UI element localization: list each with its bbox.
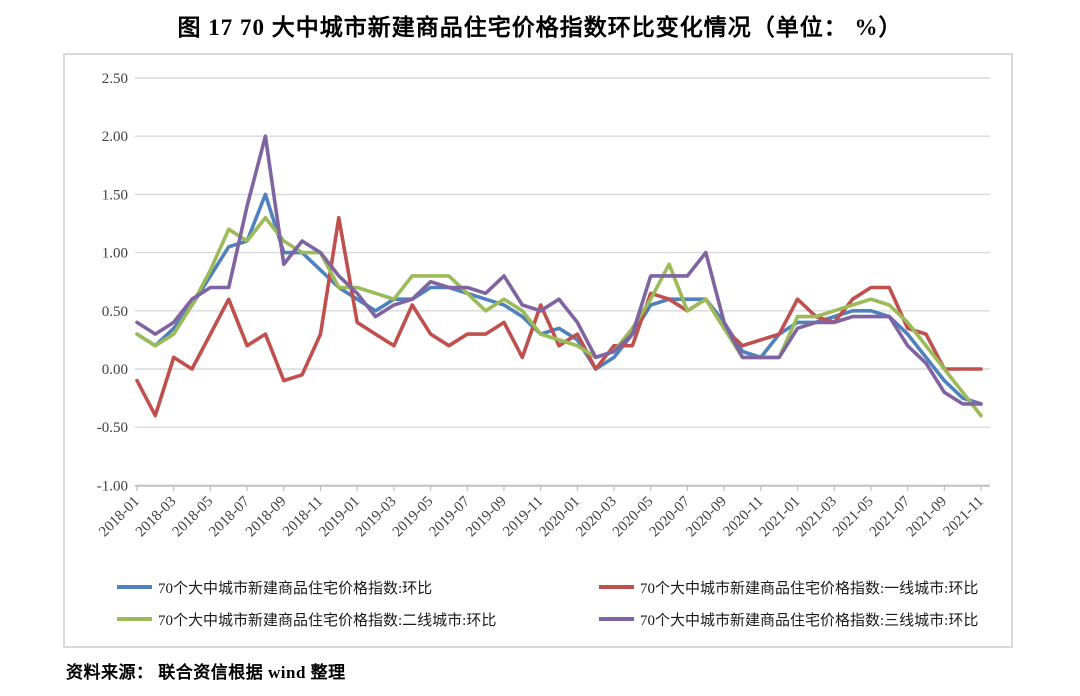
y-tick-label: 2.50 <box>102 71 128 87</box>
legend-item-3: 70个大中城市新建商品住宅价格指数:三线城市:环比 <box>599 609 997 630</box>
series-line-1 <box>135 215 983 418</box>
y-tick-label: -0.50 <box>97 420 128 436</box>
series-line-3 <box>135 134 983 406</box>
legend-item-0: 70个大中城市新建商品住宅价格指数:环比 <box>117 577 599 598</box>
y-tick-label: 1.00 <box>102 246 128 262</box>
y-axis-labels: 2.50 2.00 1.50 1.00 0.50 0.00 -0.50 -1.00 <box>97 71 128 494</box>
x-tick-label: 2020-09 <box>683 494 730 541</box>
y-tick-label: 2.00 <box>102 129 128 145</box>
x-tick-label: 2019-09 <box>463 494 510 541</box>
legend-item-1: 70个大中城市新建商品住宅价格指数:一线城市:环比 <box>599 577 997 598</box>
chart-frame: 2.50 2.00 1.50 1.00 0.50 0.00 -0.50 -1.00 2018-0… <box>63 53 1013 648</box>
legend-line-marker <box>117 585 152 589</box>
legend-label: 70个大中城市新建商品住宅价格指数:一线城市:环比 <box>640 580 979 597</box>
legend-line-marker <box>599 617 634 621</box>
x-tick-label: 2021-09 <box>903 494 950 541</box>
legend-line-marker <box>599 585 634 589</box>
x-axis <box>135 485 990 491</box>
legend-label: 70个大中城市新建商品住宅价格指数:环比 <box>158 580 433 597</box>
x-tick-label: 2018-09 <box>243 494 290 541</box>
y-tick-label: 0.00 <box>102 362 128 378</box>
legend-line-marker <box>117 617 152 621</box>
x-tick-label: 2021-11 <box>941 494 987 540</box>
line-chart-canvas: 2.502.001.501.000.500.00-0.50-1.002018-0… <box>96 71 990 540</box>
legend-label: 70个大中城市新建商品住宅价格指数:二线城市:环比 <box>158 612 497 629</box>
chart-legend: 70个大中城市新建商品住宅价格指数:环比 70个大中城市新建商品住宅价格指数:一线… <box>117 571 997 635</box>
y-tick-label: 0.50 <box>102 304 128 320</box>
legend-item-2: 70个大中城市新建商品住宅价格指数:二线城市:环比 <box>117 609 599 630</box>
legend-label: 70个大中城市新建商品住宅价格指数:三线城市:环比 <box>640 612 979 629</box>
y-tick-label: 1.50 <box>102 187 128 203</box>
figure-title: 图 17 70 大中城市新建商品住宅价格指数环比变化情况（单位： %） <box>177 15 903 40</box>
x-axis-labels: 2018-012018-032018-052018-072018-092018-… <box>96 493 987 540</box>
y-tick-label: -1.00 <box>97 478 128 494</box>
source-note: 资料来源： 联合资信根据 wind 整理 <box>66 663 346 682</box>
